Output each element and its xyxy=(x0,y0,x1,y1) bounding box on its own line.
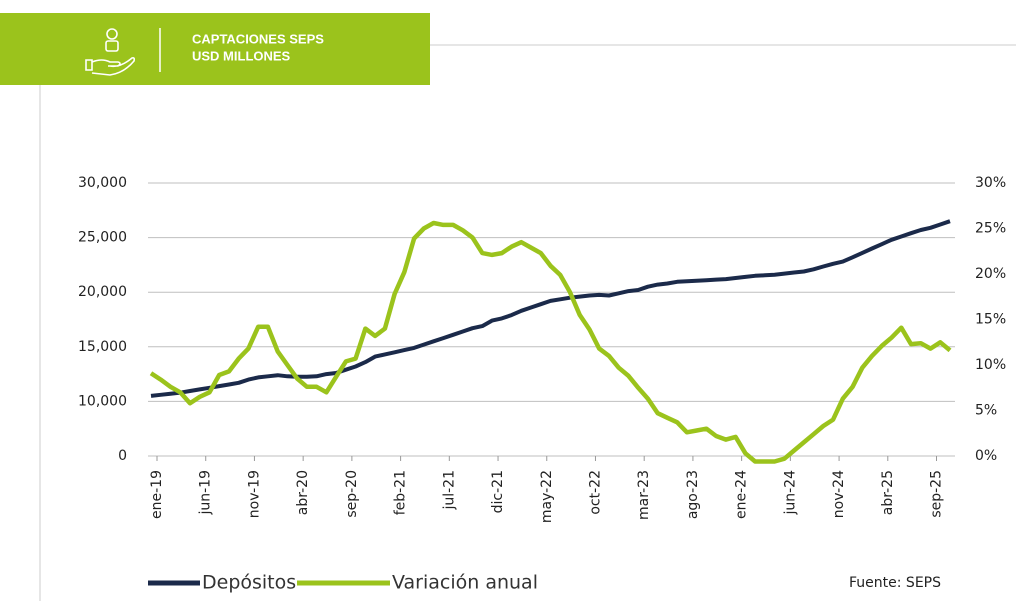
x-tick-label: jul-21 xyxy=(441,470,457,511)
header-subtitle: USD MILLONES xyxy=(192,48,291,63)
x-tick-label: ene-19 xyxy=(149,470,165,519)
y2-tick-label: 25% xyxy=(975,221,1006,237)
x-tick-label: sep-25 xyxy=(929,470,945,518)
x-tick-label: dic-21 xyxy=(490,470,506,513)
x-tick-label: mar-23 xyxy=(636,470,652,520)
x-tick-label: may-22 xyxy=(539,470,555,523)
x-tick-label: abr-25 xyxy=(880,470,896,515)
y2-tick-label: 15% xyxy=(975,312,1006,328)
x-tick-label: jun-24 xyxy=(782,470,798,516)
x-tick-label: jun-19 xyxy=(198,470,214,516)
x-tick-label: oct-22 xyxy=(587,470,603,515)
y-tick-label: 25,000 xyxy=(78,230,127,246)
x-tick-label: nov-19 xyxy=(246,470,262,518)
series-line xyxy=(149,220,952,464)
y2-tick-label: 5% xyxy=(975,403,997,419)
source: Fuente: SEPS xyxy=(849,575,941,591)
x-tick-label: abr-20 xyxy=(295,470,311,515)
y2-tick-label: 0% xyxy=(975,448,997,464)
y2-tick-label: 20% xyxy=(975,266,1006,282)
x-tick-label: nov-24 xyxy=(831,470,847,518)
x-tick-label: ago-23 xyxy=(685,470,701,519)
hand-icon xyxy=(85,28,136,76)
x-tick-label: sep-20 xyxy=(344,470,360,518)
y-tick-label: 0 xyxy=(118,448,127,464)
x-tick-label: feb-21 xyxy=(393,470,409,515)
legend-label: Depósitos xyxy=(202,572,296,594)
y-tick-label: 15,000 xyxy=(78,339,127,355)
y-tick-label: 30,000 xyxy=(78,175,127,191)
legend-label: Variación anual xyxy=(392,572,538,594)
x-tick-label: ene-24 xyxy=(734,470,750,519)
header-band xyxy=(0,13,430,85)
header-title: CAPTACIONES SEPS xyxy=(192,31,324,46)
y2-tick-label: 10% xyxy=(975,357,1006,373)
series-line xyxy=(150,219,951,398)
y-tick-label: 20,000 xyxy=(78,284,127,300)
y2-tick-label: 30% xyxy=(975,175,1006,191)
y-tick-label: 10,000 xyxy=(78,393,127,409)
